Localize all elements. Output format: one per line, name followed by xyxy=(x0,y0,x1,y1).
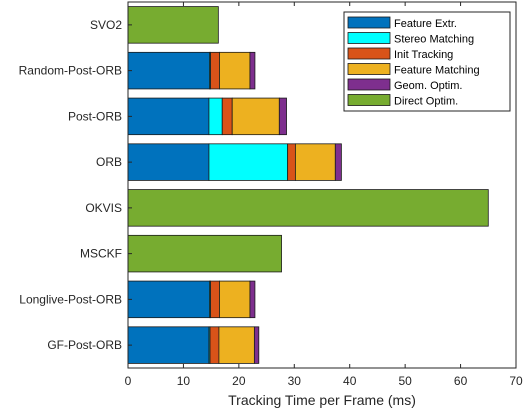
y-tick-label: Random-Post-ORB xyxy=(19,64,122,78)
bar-segment-longlive-post-orb-init-tracking xyxy=(210,280,220,319)
bar-segment-msckf-direct-optim- xyxy=(127,234,282,273)
x-tick-label: 70 xyxy=(509,374,523,388)
legend-label: Init Tracking xyxy=(394,49,453,61)
bar-segment-post-orb-init-tracking xyxy=(221,97,233,136)
bar-segment-orb-stereo-matching xyxy=(208,143,289,181)
bars-layer xyxy=(127,6,489,364)
bar-segment-random-post-orb-init-tracking xyxy=(210,51,220,90)
bar-segment-post-orb-geom-optim- xyxy=(278,97,287,136)
x-tick-label: 0 xyxy=(125,374,132,388)
y-tick-label: MSCKF xyxy=(80,247,122,261)
y-tick-labels: SVO2 Random-Post-ORB Post-ORB ORB OKVIS MSCKF… xyxy=(19,18,132,352)
x-tick-label: 50 xyxy=(398,374,412,388)
legend-label: Geom. Optim. xyxy=(394,80,462,92)
bar-segment-random-post-orb-geom-optim- xyxy=(249,51,256,90)
x-tick-label: 60 xyxy=(454,374,468,388)
bar-segment-gf-post-orb-geom-optim- xyxy=(253,326,260,364)
bar-segment-longlive-post-orb-geom-optim- xyxy=(249,280,256,319)
x-tick-label: 20 xyxy=(232,374,246,388)
bar-segment-orb-feature-extr- xyxy=(127,143,210,181)
legend-swatch xyxy=(347,94,391,106)
bar-segment-longlive-post-orb-feature-matching xyxy=(219,280,251,319)
legend-swatch xyxy=(347,16,391,29)
bar-segment-post-orb-stereo-matching xyxy=(208,97,223,136)
bar-segment-orb-init-tracking xyxy=(287,143,296,181)
x-axis-title: Tracking Time per Frame (ms) xyxy=(228,392,416,408)
bar-segment-svo2-direct-optim- xyxy=(127,6,219,44)
legend-swatch xyxy=(347,32,391,44)
bar-segment-orb-geom-optim- xyxy=(334,143,342,181)
legend-label: Feature Matching xyxy=(394,65,480,77)
bar-segment-gf-post-orb-feature-matching xyxy=(218,326,255,364)
bar-segment-okvis-direct-optim- xyxy=(127,189,489,227)
legend-label: Stereo Matching xyxy=(394,34,474,46)
y-tick-label: SVO2 xyxy=(90,18,122,32)
x-tick-labels: 0 10 20 30 40 50 60 70 xyxy=(125,2,523,388)
legend-label: Direct Optim. xyxy=(394,96,458,108)
x-tick-label: 10 xyxy=(177,374,191,388)
y-tick-label: Post-ORB xyxy=(68,109,122,123)
legend-swatch xyxy=(347,47,391,60)
bar-segment-gf-post-orb-init-tracking xyxy=(209,326,220,364)
bar-segment-random-post-orb-feature-extr- xyxy=(127,51,210,90)
bar-segment-gf-post-orb-feature-extr- xyxy=(127,326,210,364)
y-tick-label: OKVIS xyxy=(85,201,122,215)
bar-segment-post-orb-feature-matching xyxy=(231,97,280,136)
legend: Feature Extr. Stereo Matching Init Trackin… xyxy=(343,11,511,112)
bar-segment-random-post-orb-feature-matching xyxy=(219,51,251,90)
y-tick-label: GF-Post-ORB xyxy=(47,338,122,352)
plot-border xyxy=(127,1,517,369)
legend-swatch xyxy=(347,63,391,75)
legend-label: Feature Extr. xyxy=(394,18,457,30)
legend-swatch xyxy=(347,78,391,91)
x-tick-label: 40 xyxy=(343,374,357,388)
bar-segment-post-orb-feature-extr- xyxy=(127,97,210,136)
bar-segment-orb-feature-matching xyxy=(294,143,336,181)
x-tick-label: 30 xyxy=(288,374,302,388)
bar-segment-longlive-post-orb-feature-extr- xyxy=(127,280,210,319)
y-tick-label: Longlive-Post-ORB xyxy=(19,292,122,306)
y-tick-label: ORB xyxy=(96,155,122,169)
